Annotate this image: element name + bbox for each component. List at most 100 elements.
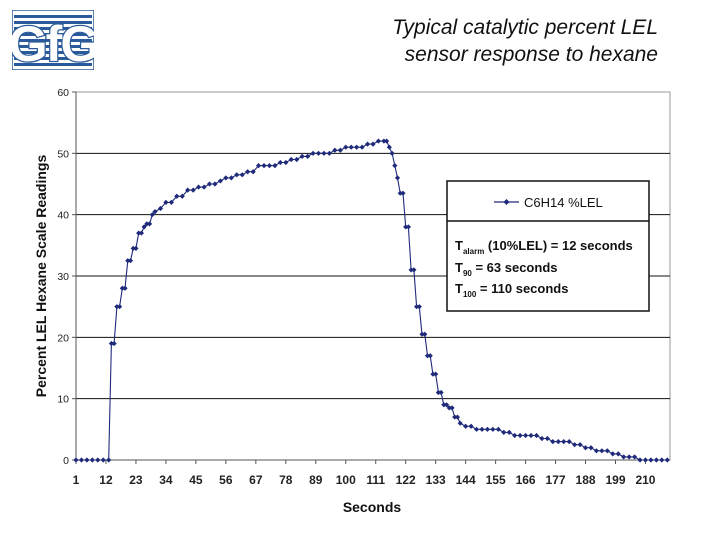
data-point [157, 205, 164, 212]
legend-entry: C6H14 %LEL [524, 195, 603, 210]
x-tick-label: 89 [309, 473, 323, 487]
data-point [111, 340, 117, 347]
data-point [294, 156, 300, 163]
data-point [217, 178, 224, 184]
x-tick-label: 155 [486, 473, 506, 487]
data-point [400, 190, 406, 196]
data-point [283, 159, 289, 166]
data-point [201, 184, 207, 190]
data-point [615, 451, 621, 457]
data-point [449, 405, 455, 411]
data-point [386, 144, 392, 150]
data-point [653, 457, 659, 463]
data-point [359, 144, 365, 150]
y-tick-label: 10 [57, 394, 69, 406]
data-point [190, 187, 196, 193]
data-point [555, 439, 561, 445]
x-tick-label: 34 [159, 473, 173, 487]
data-point [174, 193, 180, 199]
data-point [370, 141, 376, 147]
data-point [528, 432, 534, 439]
x-tick-label: 45 [189, 473, 203, 487]
data-point [438, 389, 444, 396]
data-point [454, 414, 461, 420]
x-tick-label: 12 [99, 473, 113, 487]
data-point [599, 448, 605, 454]
logo-stripes [14, 15, 92, 66]
data-point [239, 172, 245, 178]
data-point [506, 429, 512, 435]
y-axis-ticks: 0 10 20 30 40 50 60 [57, 87, 76, 467]
data-point [631, 454, 638, 460]
slide-title-line-2: sensor response to hexane [404, 43, 658, 66]
data-point [245, 169, 251, 175]
x-tick-label: 56 [219, 473, 233, 487]
data-point [144, 221, 150, 227]
data-point [512, 432, 518, 439]
x-tick-label: 210 [635, 473, 655, 487]
data-point [234, 172, 240, 178]
data-point [89, 457, 95, 463]
x-tick-label: 67 [249, 473, 263, 487]
annotation-t100: T100 = 110 seconds [455, 281, 568, 299]
data-point [648, 457, 654, 463]
data-point [133, 245, 139, 251]
data-point [604, 448, 610, 454]
x-tick-label: 199 [605, 473, 625, 487]
data-point [272, 163, 278, 169]
data-point [326, 150, 333, 156]
data-point [411, 267, 417, 273]
x-axis-title: Seconds [343, 499, 402, 515]
data-point [522, 432, 529, 439]
data-point [375, 138, 382, 144]
data-point [490, 426, 496, 432]
data-point [422, 331, 428, 337]
data-point [392, 163, 398, 169]
data-point [642, 457, 649, 463]
x-tick-label: 1 [73, 473, 80, 487]
data-point [305, 153, 311, 159]
data-point [116, 304, 123, 310]
data-point [593, 448, 600, 454]
x-tick-label: 188 [576, 473, 596, 487]
data-point [136, 230, 142, 236]
y-tick-label: 0 [63, 455, 69, 467]
data-point [250, 169, 256, 175]
y-tick-label: 60 [57, 87, 69, 99]
data-point [394, 175, 401, 181]
data-point [119, 285, 125, 291]
y-axis-title: Percent LEL Hexane Scale Readings [33, 155, 49, 398]
data-point [427, 353, 433, 359]
y-tick-label: 30 [57, 271, 69, 283]
data-point [78, 457, 85, 463]
data-point [433, 371, 439, 377]
x-tick-label: 177 [546, 473, 566, 487]
data-point [539, 435, 545, 442]
data-point [185, 187, 191, 193]
data-point [533, 432, 540, 439]
data-point [441, 402, 447, 408]
data-point [228, 175, 234, 181]
data-point [588, 445, 594, 451]
data-point [495, 426, 501, 432]
data-point [73, 457, 79, 463]
data-point [95, 457, 101, 463]
data-point [130, 245, 136, 251]
x-tick-label: 166 [516, 473, 536, 487]
data-point [337, 147, 343, 153]
data-point [277, 159, 283, 166]
data-point [413, 304, 420, 310]
data-point [84, 457, 90, 463]
data-point [261, 163, 267, 169]
logo-text: GfG [12, 16, 94, 70]
data-point [544, 435, 550, 442]
data-point [348, 144, 354, 150]
data-point [114, 304, 120, 310]
data-point [223, 175, 229, 181]
x-tick-label: 23 [129, 473, 143, 487]
data-point [381, 138, 387, 144]
x-tick-label: 122 [396, 473, 416, 487]
data-point [138, 230, 144, 236]
data-point [127, 258, 134, 264]
